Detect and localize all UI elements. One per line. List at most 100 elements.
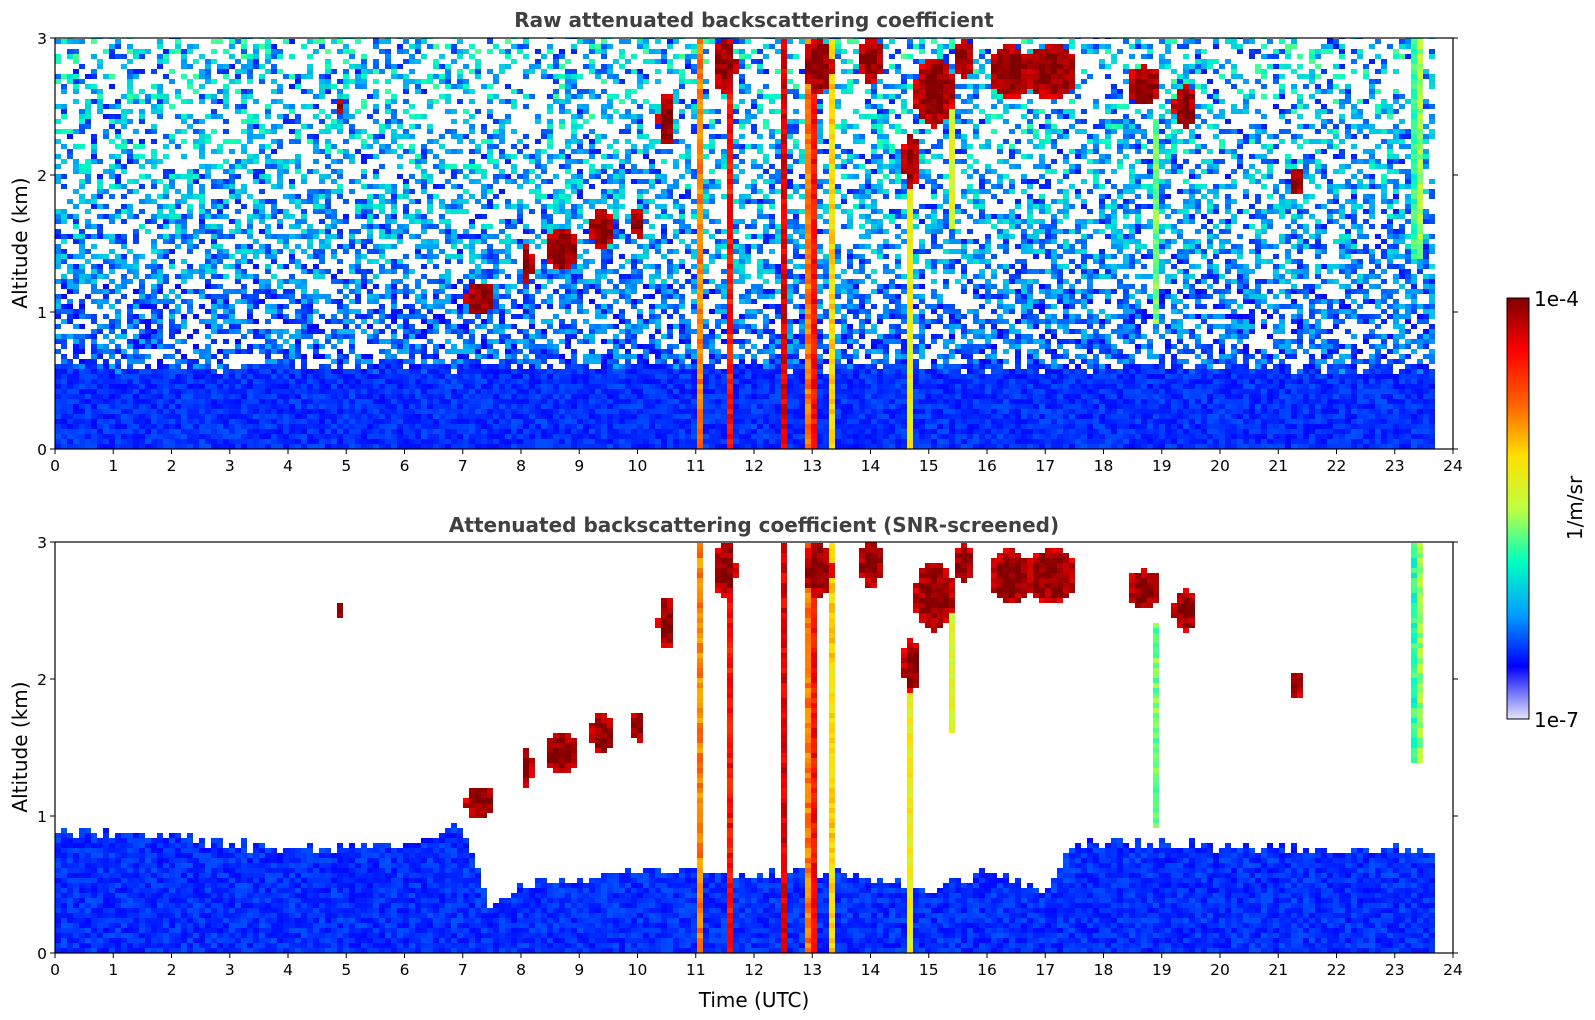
- heatmap-cell: [223, 104, 229, 109]
- heatmap-cell: [637, 179, 643, 184]
- heatmap-cell: [91, 369, 97, 374]
- heatmap-cell: [325, 154, 331, 159]
- heatmap-cell: [409, 444, 415, 449]
- heatmap-cell: [151, 314, 157, 319]
- heatmap-cell: [601, 294, 607, 299]
- heatmap-cell: [151, 94, 157, 99]
- heatmap-cell: [619, 294, 625, 299]
- heatmap-cell: [409, 69, 415, 74]
- heatmap-cell: [619, 179, 625, 184]
- heatmap-cell: [289, 354, 295, 359]
- heatmap-cell: [181, 354, 187, 359]
- heatmap-cell: [73, 264, 79, 269]
- heatmap-cell: [97, 304, 103, 309]
- heatmap-cell: [169, 289, 175, 294]
- heatmap-cell: [349, 339, 355, 344]
- heatmap-cell: [277, 69, 283, 74]
- heatmap-cell: [385, 184, 391, 189]
- heatmap-cell: [649, 304, 655, 309]
- heatmap-cell: [571, 324, 577, 329]
- heatmap-cell: [625, 369, 631, 374]
- heatmap-cell: [109, 214, 115, 219]
- heatmap-cell: [229, 304, 235, 309]
- heatmap-cell: [451, 384, 457, 389]
- heatmap-cell: [289, 419, 295, 424]
- heatmap-cell: [163, 154, 169, 159]
- heatmap-cell: [451, 229, 457, 234]
- heatmap-cell: [409, 54, 415, 59]
- heatmap-cell: [319, 314, 325, 319]
- heatmap-cell: [319, 94, 325, 99]
- heatmap-cell: [445, 279, 451, 284]
- heatmap-cell: [211, 384, 217, 389]
- heatmap-cell: [193, 374, 199, 379]
- heatmap-cell: [355, 314, 361, 319]
- heatmap-cell: [505, 359, 511, 364]
- heatmap-cell: [385, 399, 391, 404]
- heatmap-cell: [79, 164, 85, 169]
- heatmap-cell: [271, 414, 277, 419]
- heatmap-cell: [265, 104, 271, 109]
- heatmap-cell: [361, 69, 367, 74]
- heatmap-cell: [607, 419, 613, 424]
- heatmap-cell: [187, 234, 193, 239]
- heatmap-cell: [55, 179, 61, 184]
- heatmap-cell: [271, 64, 277, 69]
- heatmap-cell: [391, 199, 397, 204]
- heatmap-cell: [265, 339, 271, 344]
- heatmap-cell: [385, 49, 391, 54]
- heatmap-cell: [625, 299, 631, 304]
- heatmap-cell: [649, 394, 655, 399]
- heatmap-cell: [55, 229, 61, 234]
- heatmap-cell: [247, 349, 253, 354]
- heatmap-cell: [649, 379, 655, 384]
- heatmap-cell: [427, 304, 433, 309]
- heatmap-cell: [601, 179, 607, 184]
- heatmap-cell: [109, 444, 115, 449]
- heatmap-cell: [475, 324, 481, 329]
- heatmap-cell: [433, 59, 439, 64]
- heatmap-cell: [535, 364, 541, 369]
- heatmap-cell: [205, 409, 211, 414]
- heatmap-cell: [403, 184, 409, 189]
- heatmap-cell: [331, 369, 337, 374]
- heatmap-cell: [457, 279, 463, 284]
- heatmap-cell: [313, 269, 319, 274]
- heatmap-cell: [229, 414, 235, 419]
- heatmap-cell: [151, 384, 157, 389]
- heatmap-cell: [133, 179, 139, 184]
- heatmap-cell: [565, 399, 571, 404]
- heatmap-cell: [211, 49, 217, 54]
- heatmap-cell: [67, 234, 73, 239]
- heatmap-cell: [523, 229, 529, 234]
- heatmap-cell: [631, 389, 637, 394]
- heatmap-cell: [415, 294, 421, 299]
- heatmap-cell: [427, 424, 433, 429]
- heatmap-cell: [499, 359, 505, 364]
- heatmap-cell: [319, 239, 325, 244]
- heatmap-cell: [583, 404, 589, 409]
- heatmap-cell: [523, 374, 529, 379]
- heatmap-cell: [175, 389, 181, 394]
- heatmap-cell: [139, 399, 145, 404]
- heatmap-cell: [577, 279, 583, 284]
- heatmap-cell: [655, 359, 661, 364]
- heatmap-cell: [571, 214, 577, 219]
- heatmap-cell: [133, 144, 139, 149]
- heatmap-cell: [259, 174, 265, 179]
- heatmap-cell: [469, 54, 475, 59]
- heatmap-cell: [85, 419, 91, 424]
- heatmap-cell: [391, 219, 397, 224]
- heatmap-cell: [403, 39, 409, 44]
- heatmap-cell: [121, 164, 127, 169]
- heatmap-cell: [421, 89, 427, 94]
- heatmap-cell: [235, 229, 241, 234]
- heatmap-cell: [487, 189, 493, 194]
- heatmap-cell: [289, 199, 295, 204]
- heatmap-cell: [241, 69, 247, 74]
- heatmap-cell: [649, 364, 655, 369]
- heatmap-cell: [541, 434, 547, 439]
- heatmap-cell: [595, 414, 601, 419]
- heatmap-cell: [625, 389, 631, 394]
- heatmap-cell: [247, 244, 253, 249]
